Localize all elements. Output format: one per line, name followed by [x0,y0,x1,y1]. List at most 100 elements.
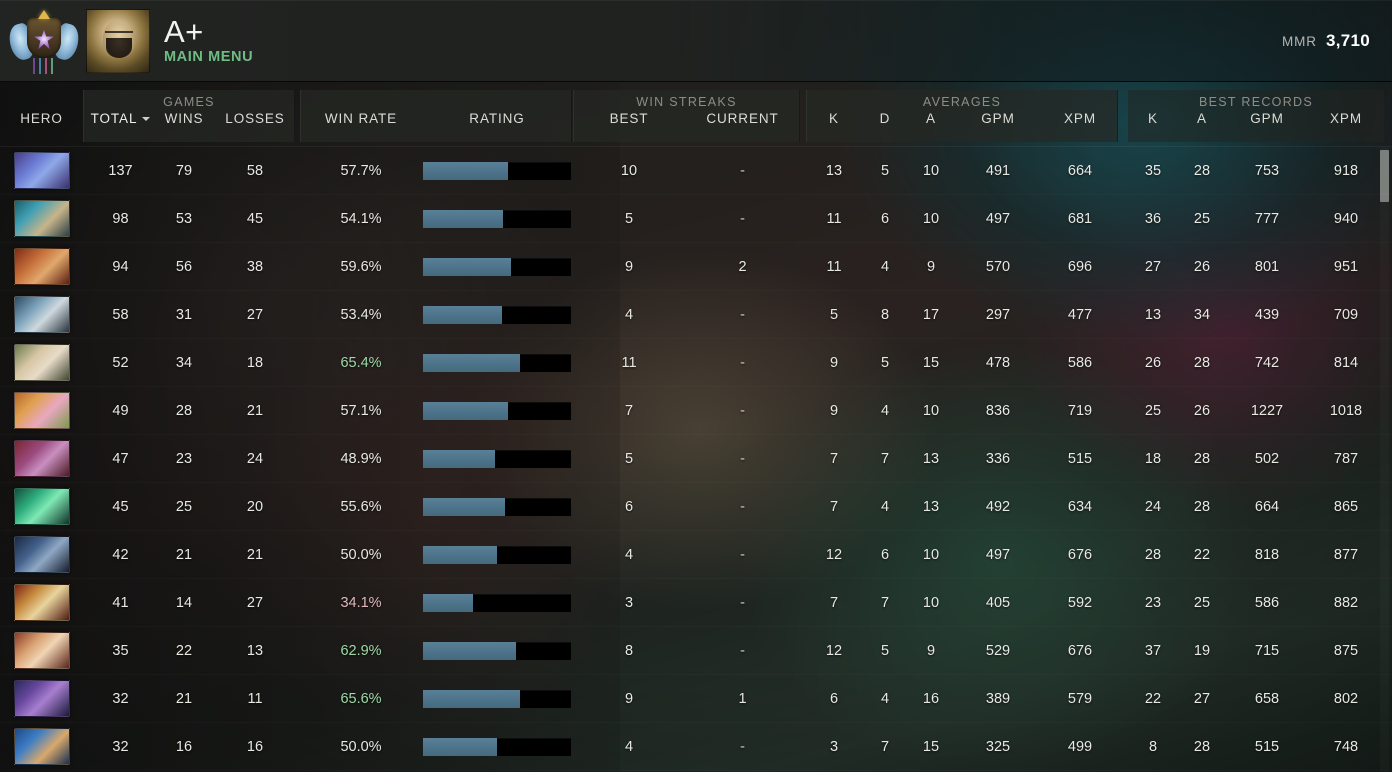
cell-avg-d: 7 [880,451,890,467]
hero-portrait-sven[interactable] [14,536,70,573]
cell-avg-gpm: 325 [985,739,1011,755]
column-header-current[interactable]: CURRENT [685,106,800,130]
cell-avg-k: 6 [829,691,839,707]
rating-bar [423,258,571,276]
column-header-label: CURRENT [706,110,779,126]
cell-best-a: 27 [1193,691,1211,707]
table-row[interactable]: 57.7% 137 79 58 10 - 13 5 10 491 664 35 28 753 918 [0,147,1392,195]
column-header-win-rate[interactable]: WIN RATE [300,106,422,130]
rating-bar-fill [423,210,504,228]
rating-bar-fill [423,450,496,468]
cell-losses: 58 [246,163,264,179]
hero-portrait-ogre-magi[interactable] [14,728,70,765]
table-row[interactable]: 65.6% 32 21 11 9 1 6 4 16 389 579 22 27 658 802 [0,675,1392,723]
column-header-gpm-best[interactable]: GPM [1226,106,1308,130]
column-header-total[interactable]: TOTAL [88,106,153,130]
hero-portrait-troll-warlord[interactable] [14,632,70,669]
table-row[interactable]: 53.4% 58 31 27 4-5 8 17 297 477 13 34 439 709 [0,291,1392,339]
rating-bar-fill [423,258,512,276]
cell-avg-gpm: 497 [985,547,1011,563]
column-header-xpm[interactable]: XPM [1042,106,1118,130]
hero-portrait-techies[interactable] [14,392,70,429]
cell-win-rate: 57.7% [340,163,382,179]
column-header-k-best[interactable]: K [1128,106,1178,130]
cell-streak-current: - [740,547,745,563]
cell-avg-gpm: 570 [985,259,1011,275]
column-header-a-best[interactable]: A [1178,106,1226,130]
column-header-xpm-best[interactable]: XPM [1308,106,1384,130]
column-group-title: WIN STREAKS [636,95,737,109]
cell-avg-a: 13 [922,499,940,515]
cell-streak-best: 5 [624,211,634,227]
cell-total: 32 [112,739,129,755]
cell-avg-xpm: 719 [1067,403,1093,419]
rating-bar [423,162,571,180]
cell-win-rate: 55.6% [340,499,382,515]
cell-total: 58 [112,307,129,323]
table-row[interactable]: 34.1% 41 14 27 3 - 7 7 10 405 592 23 25 586 882 [0,579,1392,627]
table-row[interactable]: 48.9% 47 23 24 5 - 7 7 13 336 515 18 28 502 787 [0,435,1392,483]
cell-best-gpm: 439 [1254,307,1280,323]
cell-avg-gpm: 497 [985,211,1011,227]
column-header-k[interactable]: K [806,106,862,130]
table-row[interactable]: 50.0% 42 21 21 4 - 12 6 10 497 676 28 22 818 877 [0,531,1392,579]
cell-wins: 21 [175,547,193,563]
cell-total: 47 [112,451,129,467]
cell-total: 32 [112,691,129,707]
hero-portrait-lifestealer[interactable] [14,248,70,285]
cell-avg-d: 7 [880,595,890,611]
cell-streak-best: 10 [620,163,638,179]
cell-wins: 23 [175,451,193,467]
cell-best-k: 13 [1144,307,1162,323]
table-row[interactable]: 57.1% 49 28 21 7 - 9 4 10 836 719 25 26 1227 1018 [0,387,1392,435]
hero-stats-table: 57.7% 137 79 58 10-13 5 10 491 664 35 28 753 918 54.1… [0,147,1392,772]
cell-streak-best: 3 [624,595,634,611]
hero-portrait-abaddon[interactable] [14,680,70,717]
hero-portrait-slark[interactable] [14,200,70,237]
cell-win-rate: 48.9% [340,451,382,467]
cell-streak-best: 6 [624,499,634,515]
scrollbar-thumb[interactable] [1380,150,1389,202]
cell-win-rate: 54.1% [340,211,382,227]
hero-portrait-legion-commander[interactable] [14,584,70,621]
cell-losses: 11 [247,691,263,707]
hero-portrait-sniper[interactable] [14,344,70,381]
cell-avg-k: 9 [829,403,839,419]
column-header-hero[interactable]: HERO [20,110,63,126]
hero-portrait-faceless-void[interactable] [14,440,70,477]
column-header-a[interactable]: A [908,106,954,130]
cell-best-k: 27 [1144,259,1162,275]
cell-best-xpm: 1018 [1329,403,1363,419]
hero-portrait-vengeful-spirit[interactable] [14,152,70,189]
column-header-d[interactable]: D [862,106,908,130]
cell-avg-d: 5 [880,163,890,179]
column-header-gpm[interactable]: GPM [954,106,1042,130]
table-row[interactable]: 65.4% 52 34 18 11 - 9 5 15 478 586 26 28 742 814 [0,339,1392,387]
mmr-label: MMR [1282,33,1317,49]
hero-portrait-undying[interactable] [14,296,70,333]
cell-best-gpm: 818 [1254,547,1280,563]
cell-avg-k: 11 [826,211,842,227]
hero-portrait-natures-prophet[interactable] [14,488,70,525]
cell-wins: 53 [175,211,193,227]
cell-streak-current: 2 [738,259,747,275]
player-avatar[interactable] [86,8,150,73]
column-header-losses[interactable]: LOSSES [215,106,295,130]
vertical-scrollbar[interactable] [1380,147,1389,772]
column-header-wins[interactable]: WINS [153,106,215,130]
main-menu-link[interactable]: MAIN MENU [164,49,254,66]
table-row[interactable]: 62.9% 35 22 13 8 - 12 5 9 529 676 37 19 715 875 [0,627,1392,675]
cell-total: 94 [112,259,129,275]
cell-avg-k: 5 [829,307,839,323]
cell-best-a: 25 [1193,211,1211,227]
table-row[interactable]: 55.6% 45 25 20 6 - 7 4 13 492 634 24 28 664 865 [0,483,1392,531]
table-row[interactable]: 59.6% 94 56 38 9 2 11 4 9 570 696 27 26 801 951 [0,243,1392,291]
table-row[interactable]: 54.1% 98 53 45 5 - 11 6 10 497 681 36 25 777 940 [0,195,1392,243]
table-row[interactable]: 50.0% 32 16 16 4 - 3 7 15 325 499 8 28 515 748 [0,723,1392,771]
cell-avg-d: 8 [880,307,890,323]
cell-total: 49 [112,403,129,419]
cell-best-a: 26 [1193,259,1211,275]
column-header-rating[interactable]: RATING [422,106,572,130]
column-header-best[interactable]: BEST [573,106,685,130]
cell-streak-best: 9 [624,691,634,707]
